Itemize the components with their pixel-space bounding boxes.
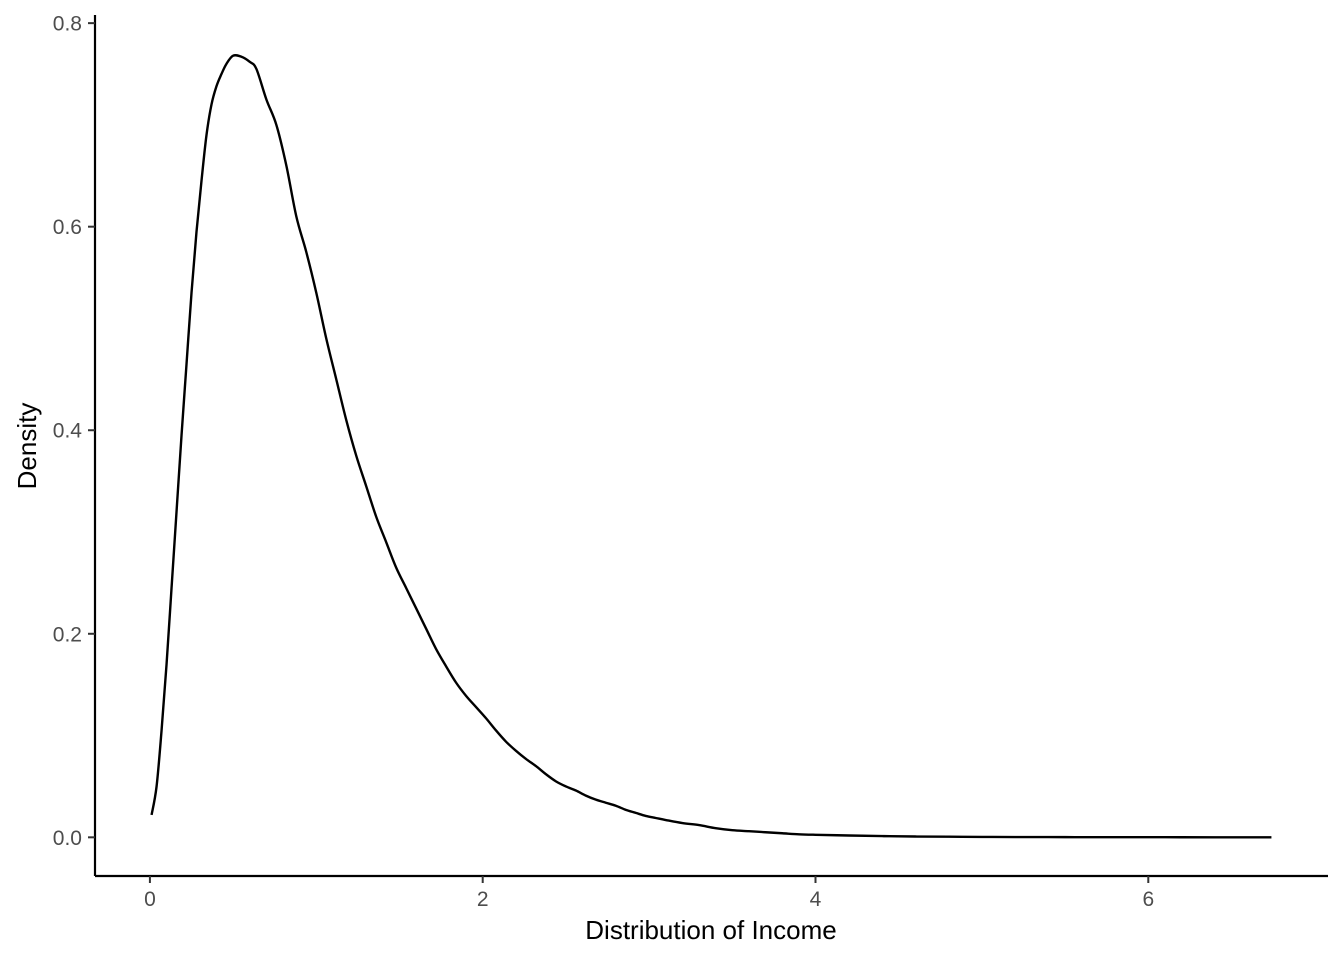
y-tick-label: 0.8 [53,13,82,36]
density-line [150,54,1272,839]
plot-area: 0 2 4 6 0.0 0.2 0.4 0.6 0.8 [53,13,1328,911]
y-tick-label: 0.4 [53,420,83,443]
x-tick-label: 6 [1142,888,1154,911]
x-tick-label: 4 [810,888,822,911]
x-tick-label: 2 [477,888,489,911]
x-axis-title: Distribution of Income [585,915,836,945]
y-tick-label: 0.6 [53,216,82,239]
y-tick-label: 0.2 [53,623,82,646]
y-tick-label: 0.0 [53,827,82,850]
y-axis-title: Density [12,403,42,490]
x-tick-label: 0 [144,888,156,911]
